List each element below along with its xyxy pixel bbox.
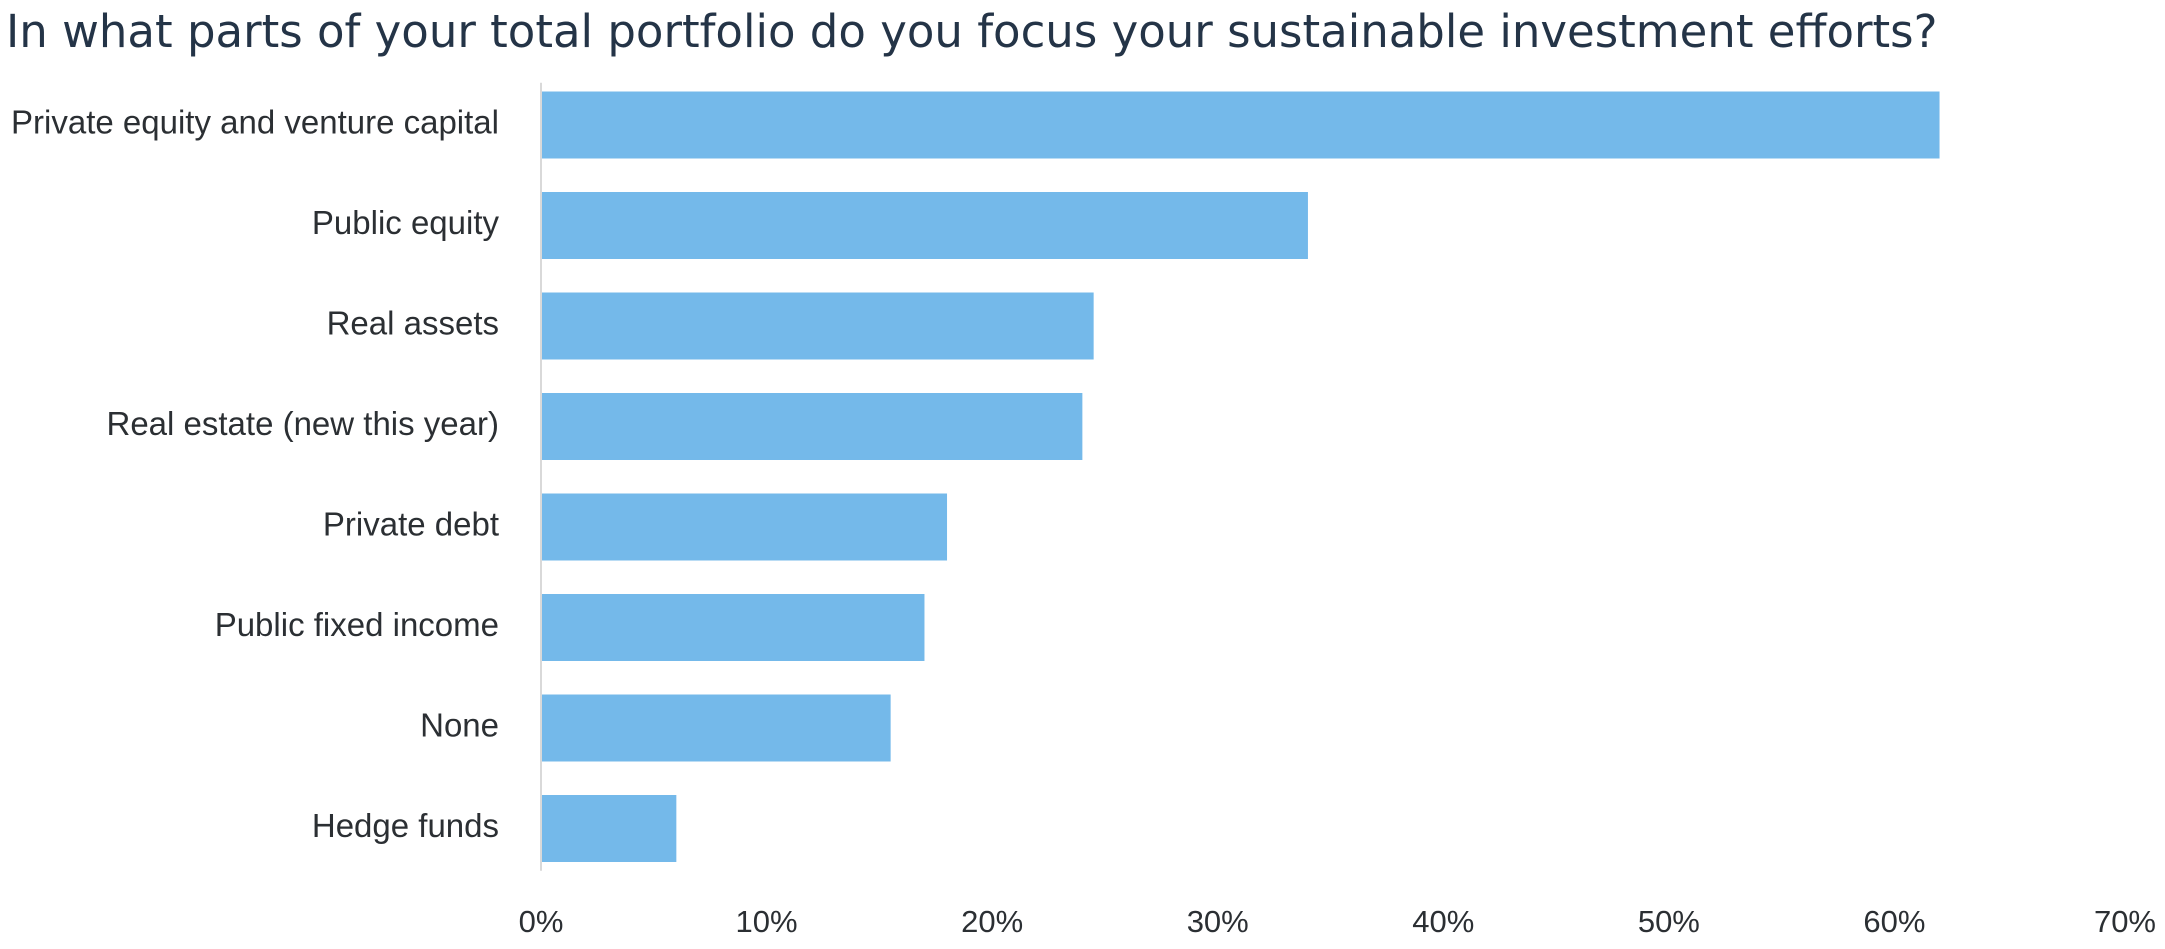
category-label: Real estate (new this year) bbox=[106, 405, 499, 442]
bar bbox=[541, 493, 948, 561]
bar bbox=[541, 393, 1083, 460]
category-labels: Private equity and venture capital Public… bbox=[11, 104, 499, 845]
x-tick-label: 50% bbox=[1638, 904, 1700, 939]
category-label: Public fixed income bbox=[215, 606, 499, 643]
x-axis-tick-labels: 0% 10% 20% 30% 40% 50% 60% 70% bbox=[519, 904, 2156, 939]
bars-group bbox=[541, 91, 1940, 862]
x-tick-label: 10% bbox=[736, 904, 798, 939]
bar bbox=[541, 594, 925, 661]
category-label: Real assets bbox=[327, 305, 499, 342]
bar bbox=[541, 192, 1308, 259]
x-tick-label: 30% bbox=[1187, 904, 1249, 939]
bar bbox=[541, 91, 1940, 159]
bar bbox=[541, 292, 1094, 360]
chart-title: In what parts of your total portfolio do… bbox=[6, 5, 1938, 58]
category-label: Public equity bbox=[312, 204, 500, 241]
bar bbox=[541, 795, 677, 862]
x-tick-label: 20% bbox=[961, 904, 1023, 939]
category-label: None bbox=[420, 707, 499, 744]
category-label: Hedge funds bbox=[312, 807, 499, 844]
x-tick-label: 60% bbox=[1863, 904, 1925, 939]
x-tick-label: 0% bbox=[519, 904, 564, 939]
x-tick-label: 70% bbox=[2094, 904, 2156, 939]
x-tick-label: 40% bbox=[1412, 904, 1474, 939]
category-label: Private equity and venture capital bbox=[11, 104, 499, 141]
bar bbox=[541, 694, 891, 762]
category-label: Private debt bbox=[323, 506, 499, 543]
